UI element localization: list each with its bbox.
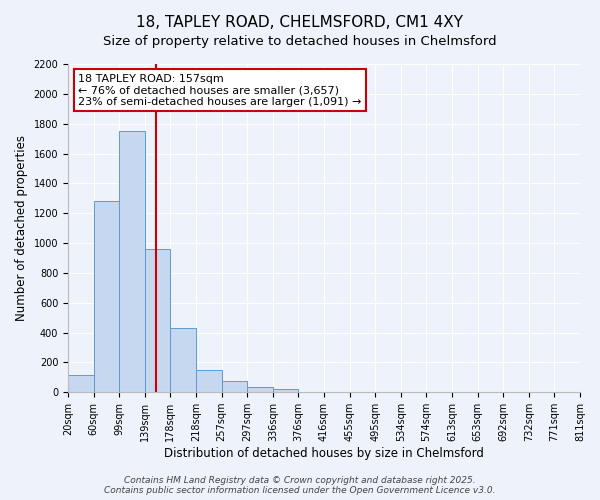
Bar [221, 381, 247, 392]
Bar [196, 370, 221, 392]
Text: 18 TAPLEY ROAD: 157sqm
← 76% of detached houses are smaller (3,657)
23% of semi-: 18 TAPLEY ROAD: 157sqm ← 76% of detached… [78, 74, 362, 107]
Y-axis label: Number of detached properties: Number of detached properties [15, 135, 28, 321]
X-axis label: Distribution of detached houses by size in Chelmsford: Distribution of detached houses by size … [164, 447, 484, 460]
Bar [273, 389, 298, 392]
Text: Size of property relative to detached houses in Chelmsford: Size of property relative to detached ho… [103, 35, 497, 48]
Bar [68, 375, 94, 392]
Bar [94, 202, 119, 392]
Bar [145, 249, 170, 392]
Text: Contains HM Land Registry data © Crown copyright and database right 2025.
Contai: Contains HM Land Registry data © Crown c… [104, 476, 496, 495]
Bar [247, 387, 273, 392]
Bar [170, 328, 196, 392]
Bar [119, 131, 145, 392]
Text: 18, TAPLEY ROAD, CHELMSFORD, CM1 4XY: 18, TAPLEY ROAD, CHELMSFORD, CM1 4XY [137, 15, 464, 30]
